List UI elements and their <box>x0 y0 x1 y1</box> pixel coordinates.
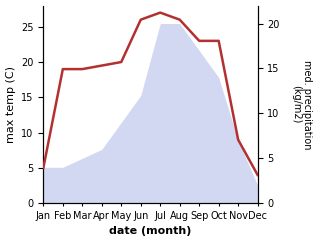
Y-axis label: med. precipitation
(kg/m2): med. precipitation (kg/m2) <box>291 60 313 149</box>
X-axis label: date (month): date (month) <box>109 227 192 236</box>
Y-axis label: max temp (C): max temp (C) <box>5 66 16 143</box>
